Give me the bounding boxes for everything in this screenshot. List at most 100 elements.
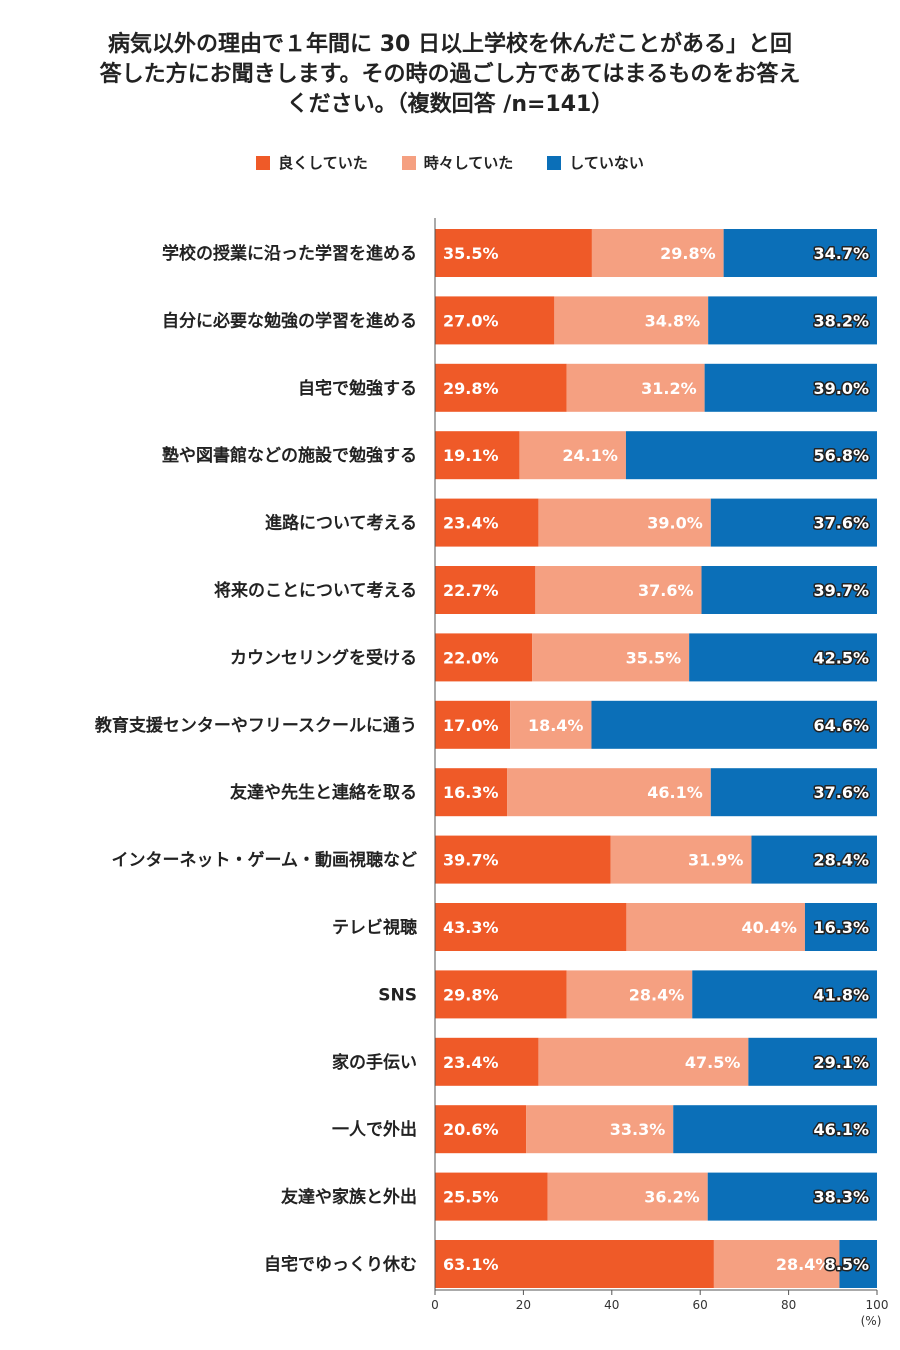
value-label-never: 8.5%	[825, 1255, 869, 1274]
bar-segment-often	[435, 970, 567, 1019]
value-label-sometimes: 31.2%	[641, 379, 697, 398]
value-label-sometimes: 35.5%	[626, 648, 682, 667]
bars	[435, 229, 877, 1288]
bar-segment-often	[435, 296, 555, 345]
bar-segment-often	[435, 363, 567, 412]
value-label-sometimes: 46.1%	[647, 783, 703, 802]
value-label-often: 35.5%	[443, 244, 499, 263]
bar-segment-often	[435, 431, 520, 480]
value-label-often: 22.0%	[443, 648, 499, 667]
bar-segment-sometimes	[547, 1172, 708, 1221]
legend-label-often: 良くしていた	[278, 154, 368, 172]
bar-segment-often	[435, 1037, 539, 1086]
value-label-sometimes: 37.6%	[638, 581, 694, 600]
value-label-sometimes: 36.2%	[644, 1188, 700, 1207]
category-labels: 学校の授業に沿った学習を進める自分に必要な勉強の学習を進める自宅で勉強する塾や図…	[94, 243, 417, 1275]
bar-segment-sometimes	[610, 835, 752, 884]
legend-label-sometimes: 時々していた	[423, 154, 514, 172]
bar-segment-sometimes	[535, 566, 702, 614]
value-label-never: 34.7%	[813, 244, 869, 263]
title-line-2: 答した方にお聞きします。その時の過ごし方であてはまるものをお答え	[99, 62, 801, 87]
bar-segment-often	[435, 498, 539, 547]
bar-segment-often	[435, 633, 533, 682]
legend-swatch-sometimes	[401, 155, 416, 170]
value-label-often: 63.1%	[443, 1255, 499, 1274]
value-label-never: 37.6%	[813, 514, 869, 533]
legend-swatch-often	[256, 155, 271, 170]
legend: 良くしていた 時々していた していない	[0, 152, 900, 173]
value-label-sometimes: 29.8%	[660, 244, 716, 263]
value-label-often: 43.3%	[443, 918, 499, 937]
category-label: SNS	[378, 985, 417, 1005]
category-label: 塾や図書館などの施設で勉強する	[162, 445, 417, 466]
value-label-often: 27.0%	[443, 311, 499, 330]
bar-segment-never	[591, 700, 877, 749]
value-label-sometimes: 33.3%	[610, 1120, 666, 1139]
value-label-often: 29.8%	[443, 985, 499, 1004]
x-tick-label: 100	[866, 1298, 889, 1312]
legend-item-never: していない	[547, 152, 644, 173]
value-label-sometimes: 28.4%	[629, 985, 685, 1004]
value-label-often: 19.1%	[443, 446, 499, 465]
category-label: 自宅で勉強する	[298, 378, 417, 399]
value-label-often: 23.4%	[443, 514, 499, 533]
bar-segment-never	[804, 903, 877, 951]
category-label: 学校の授業に沿った学習を進める	[162, 243, 417, 264]
title-line-3: ください。（複数回答 /n=141）	[286, 92, 614, 117]
bar-segment-never	[748, 1037, 877, 1086]
value-label-often: 17.0%	[443, 716, 499, 735]
value-label-never: 38.2%	[813, 311, 869, 330]
bar-segment-sometimes	[538, 1037, 749, 1086]
value-label-sometimes: 47.5%	[685, 1053, 741, 1072]
bar-segment-never	[707, 1172, 877, 1221]
x-tick-label: 40	[604, 1298, 619, 1312]
category-label: テレビ視聴	[332, 917, 417, 938]
bar-segment-often	[435, 1105, 527, 1154]
bar-segment-never	[692, 970, 877, 1019]
value-label-never: 39.0%	[813, 379, 869, 398]
x-axis: 0 20 40 60 80 100 (%)	[431, 218, 888, 1328]
bar-segment-never	[673, 1105, 877, 1154]
value-label-never: 38.3%	[813, 1188, 869, 1207]
value-labels: 35.5% 29.8% 34.7% 27.0% 34.8% 38.2% 29.8% 31.2%…	[443, 243, 871, 1276]
bar-segment-often	[435, 566, 536, 614]
bar-segment-often	[435, 1172, 548, 1221]
category-label: 一人で外出	[332, 1119, 417, 1140]
title-line-1: 病気以外の理由で１年間に 30 日以上学校を休んだことがある」と回	[108, 32, 792, 57]
bar-segment-never	[710, 498, 877, 547]
category-label: カウンセリングを受ける	[230, 647, 417, 668]
value-label-sometimes: 24.1%	[562, 446, 618, 465]
category-label: 家の手伝い	[332, 1052, 417, 1073]
bar-segment-often	[435, 229, 592, 277]
legend-item-often: 良くしていた	[256, 152, 368, 173]
bar-segment-never	[839, 1240, 877, 1288]
bar-segment-sometimes	[510, 700, 592, 749]
bar-segment-never	[701, 566, 877, 614]
bar-segment-never	[751, 835, 877, 884]
value-label-sometimes: 40.4%	[741, 918, 797, 937]
value-label-sometimes: 28.4%	[776, 1255, 832, 1274]
bar-segment-sometimes	[713, 1240, 840, 1288]
bar-segment-never	[708, 296, 877, 345]
bar-segment-never	[689, 633, 877, 682]
legend-label-never: していない	[569, 154, 644, 172]
bar-segment-sometimes	[591, 229, 724, 277]
bar-segment-often	[435, 903, 627, 951]
category-label: 自宅でゆっくり休む	[264, 1254, 417, 1275]
category-label: 友達や先生と連絡を取る	[230, 782, 417, 803]
bar-segment-never	[704, 363, 877, 412]
value-label-sometimes: 18.4%	[528, 716, 584, 735]
value-label-often: 23.4%	[443, 1053, 499, 1072]
category-label: インターネット・ゲーム・動画視聴など	[112, 850, 418, 871]
value-label-often: 39.7%	[443, 851, 499, 870]
value-label-never: 37.6%	[813, 783, 869, 802]
value-label-often: 25.5%	[443, 1188, 499, 1207]
bar-segment-often	[435, 1240, 714, 1288]
category-label: 自分に必要な勉強の学習を進める	[162, 310, 417, 331]
value-label-often: 20.6%	[443, 1120, 499, 1139]
chart-title: 病気以外の理由で１年間に 30 日以上学校を休んだことがある」と回 答した方にお…	[40, 30, 860, 120]
bar-segment-sometimes	[526, 1105, 674, 1154]
value-label-never: 39.7%	[813, 581, 869, 600]
x-tick-label: 0	[431, 1298, 439, 1312]
category-label: 将来のことについて考える	[214, 580, 417, 601]
